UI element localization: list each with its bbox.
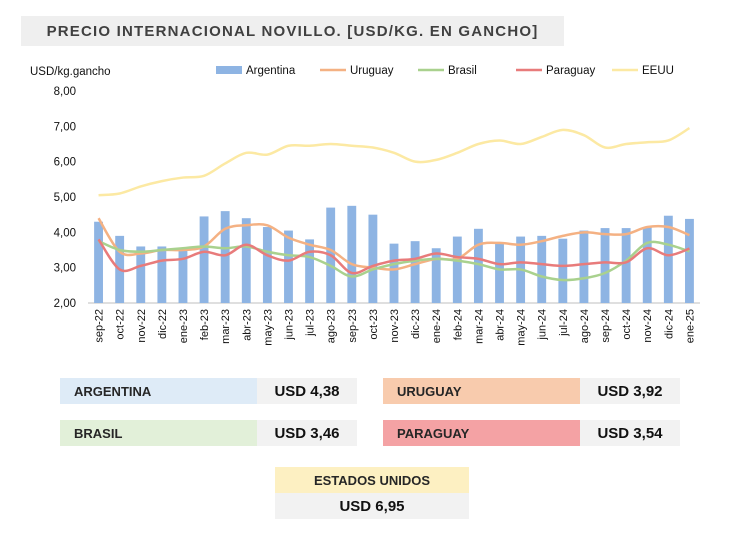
x-tick-label: oct-24 [621, 309, 633, 340]
card-argentina-value: USD 4,38 [257, 378, 357, 404]
x-tick-label: sep-24 [600, 309, 612, 343]
x-tick-label: feb-23 [199, 309, 211, 340]
bar-argentina [136, 246, 146, 303]
legend-item-brasil: Brasil [418, 65, 477, 77]
bar-argentina [220, 211, 230, 303]
bar-argentina [642, 227, 652, 303]
legend-label: Brasil [448, 65, 477, 77]
chart-title: PRECIO INTERNACIONAL NOVILLO. [USD/KG. E… [21, 16, 564, 46]
bar-argentina [241, 218, 251, 303]
bar-argentina [452, 236, 462, 303]
bar-argentina [473, 228, 483, 303]
x-tick-label: nov-22 [136, 309, 148, 343]
legend-swatch [216, 66, 242, 74]
bar-argentina [579, 230, 589, 303]
x-tick-label: dic-22 [157, 309, 169, 339]
card-brasil: BRASIL USD 3,46 [60, 420, 357, 446]
x-tick-label: jun-24 [537, 309, 549, 341]
card-uruguay-value: USD 3,92 [580, 378, 680, 404]
x-tick-label: mar-23 [220, 309, 232, 344]
legend-item-uruguay: Uruguay [320, 65, 394, 77]
bar-argentina [94, 221, 103, 303]
x-tick-label: jul-24 [558, 309, 570, 337]
bar-argentina [199, 216, 209, 303]
card-uruguay: URUGUAY USD 3,92 [383, 378, 680, 404]
x-tick-label: ago-23 [326, 309, 338, 343]
y-tick-label: 7,00 [54, 121, 76, 133]
line-paraguay [97, 238, 690, 275]
x-tick-label: ago-24 [579, 309, 591, 343]
x-tick-label: jul-23 [305, 309, 317, 337]
x-tick-label: ene-23 [178, 309, 190, 343]
card-paraguay-label: PARAGUAY [383, 420, 580, 446]
card-argentina-label: ARGENTINA [60, 378, 257, 404]
line-uruguay [97, 217, 690, 271]
y-tick-label: 2,00 [54, 298, 76, 310]
bar-argentina [178, 248, 188, 303]
card-brasil-value: USD 3,46 [257, 420, 357, 446]
legend-label: Argentina [246, 65, 296, 77]
y-tick-label: 4,00 [54, 227, 76, 239]
bar-argentina [663, 215, 673, 303]
bar-argentina [157, 246, 167, 303]
bar-argentina [685, 218, 694, 303]
x-tick-label: nov-24 [642, 309, 654, 343]
card-brasil-label: BRASIL [60, 420, 257, 446]
bar-argentina [368, 214, 378, 303]
card-eeuu-label: ESTADOS UNIDOS [275, 467, 469, 493]
card-eeuu-value: USD 6,95 [275, 493, 469, 519]
bar-argentina [558, 238, 568, 303]
price-chart: 2,00 3,00 4,00 5,00 6,00 7,00 8,00 sep-22 oct-22… [30, 65, 700, 346]
x-tick-label: nov-23 [389, 309, 401, 343]
legend-label: Paraguay [546, 65, 595, 77]
line-brasil [98, 240, 690, 282]
x-tick-label: sep-23 [347, 309, 359, 343]
y-tick-label: 3,00 [54, 263, 76, 275]
x-tick-label: abr-24 [495, 309, 507, 341]
bar-argentina [537, 235, 547, 303]
bar-argentina [284, 230, 293, 303]
bar-argentina [495, 243, 504, 303]
legend-label: Uruguay [350, 65, 394, 77]
card-eeuu: ESTADOS UNIDOS USD 6,95 [275, 467, 469, 519]
x-tick-label: ene-24 [431, 309, 443, 343]
x-tick-label: feb-24 [452, 309, 464, 340]
x-tick-label: sep-22 [94, 309, 106, 343]
x-tick-label: jun-23 [283, 309, 295, 341]
x-tick-label: dic-24 [663, 309, 675, 339]
x-tick-label: may-24 [516, 309, 528, 346]
x-tick-label: oct-23 [368, 309, 380, 340]
y-tick-label: 5,00 [54, 192, 76, 204]
bar-argentina [389, 243, 399, 303]
x-tick-label: oct-22 [115, 309, 127, 340]
bar-argentina [347, 205, 357, 303]
bar-argentina [305, 239, 315, 303]
bar-argentina [621, 228, 631, 303]
card-paraguay: PARAGUAY USD 3,54 [383, 420, 680, 446]
line-eeuu [98, 127, 691, 197]
bar-argentina [600, 228, 610, 303]
bar-argentina [431, 248, 441, 303]
card-uruguay-label: URUGUAY [383, 378, 580, 404]
bar-argentina [410, 241, 420, 303]
legend-label: EEUU [642, 65, 674, 77]
y-tick-label: 8,00 [54, 86, 76, 98]
y-axis-label: USD/kg.gancho [30, 66, 111, 78]
x-tick-label: dic-23 [410, 309, 422, 339]
bar-argentina [262, 227, 272, 303]
card-argentina: ARGENTINA USD 4,38 [60, 378, 357, 404]
x-tick-label: mar-24 [473, 309, 485, 344]
legend-item-argentina: Argentina [216, 65, 296, 77]
legend-item-eeuu: EEUU [612, 65, 674, 77]
card-paraguay-value: USD 3,54 [580, 420, 680, 446]
y-tick-label: 6,00 [54, 157, 76, 169]
x-tick-label: ene-25 [684, 309, 696, 343]
legend-item-paraguay: Paraguay [516, 65, 595, 77]
x-tick-label: may-23 [262, 309, 274, 346]
x-tick-label: abr-23 [241, 309, 253, 341]
